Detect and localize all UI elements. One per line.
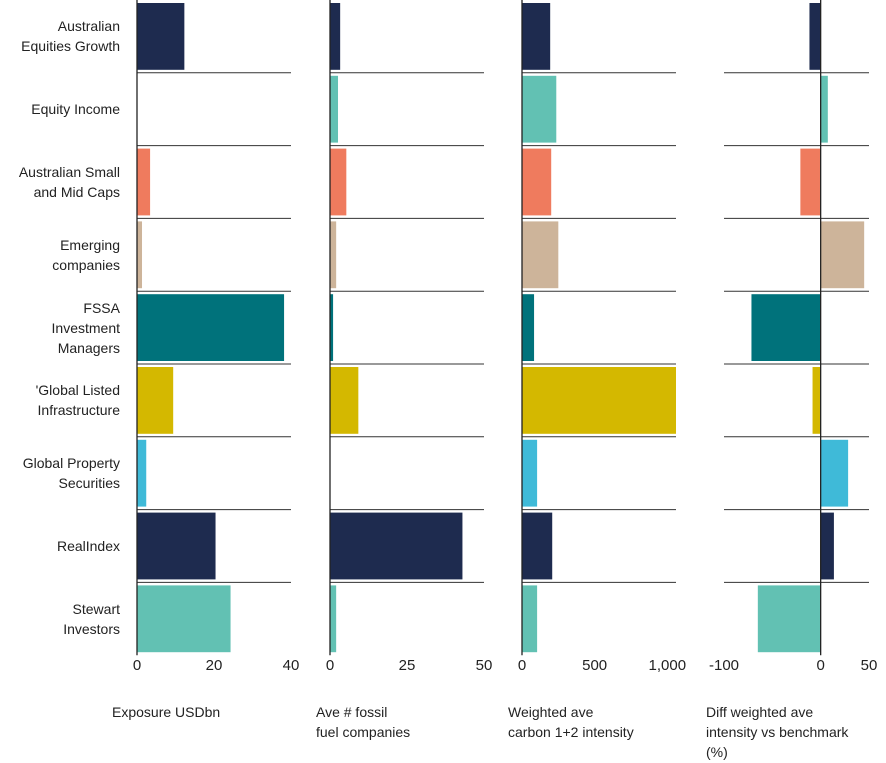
x-tick-label: 20 [205,657,223,674]
bar [820,75,828,143]
x-tick-label: 25 [398,657,416,674]
bar [522,294,535,361]
x-tick-label: 0 [325,657,335,674]
x-tick-label: -100 [708,657,740,674]
bar [330,512,463,580]
bar [812,367,821,434]
category-label: Stewart Investors [63,600,120,637]
x-tick-label: 40 [282,657,300,674]
x-tick-label: 1,000 [648,657,687,674]
bar [137,439,147,507]
bar [137,512,216,580]
bar [820,439,849,507]
axis-title: Diff weighted ave intensity vs benchmark… [706,704,849,760]
bar [809,3,821,70]
bar [330,294,334,361]
x-tick-label: 50 [475,657,493,674]
bar [330,148,347,216]
bar [522,3,551,70]
bar [522,585,538,653]
category-label: Australian Small and Mid Caps [18,164,120,200]
bar [137,294,285,361]
x-tick-label: 50 [860,657,878,674]
category-label: RealIndex [56,538,120,554]
bar [751,294,821,361]
category-label: Emerging companies [52,236,120,273]
x-tick-label: 0 [517,657,527,674]
bar [522,439,538,507]
bar [820,221,865,289]
bar [330,585,337,653]
bar [330,3,341,70]
bar [522,367,676,434]
bar [522,221,559,289]
axis-title: Ave # fossil fuel companies [316,704,411,740]
bar [330,367,359,434]
category-label: Australian Equities Growth [21,18,120,55]
x-tick-label: 0 [132,657,142,674]
bar [137,585,231,653]
bar [522,148,552,216]
axis-title: Weighted ave carbon 1+2 intensity [508,704,634,740]
bar [137,3,185,70]
bar [757,585,821,653]
category-label: Global Property Securities [22,455,120,492]
category-label: Equity Income [31,101,120,118]
bar [522,75,557,143]
x-tick-label: 0 [816,657,825,674]
bar [137,148,151,216]
bar [800,148,821,216]
bar [820,512,834,580]
bar [330,221,337,289]
category-label: FSSA Investment Managers [51,299,120,356]
x-tick-label: 500 [582,657,608,674]
axis-title: Exposure USDbn [112,704,221,720]
bar [522,512,553,580]
bar [137,367,174,434]
category-label: 'Global Listed Infrastructure [35,382,120,419]
bar [330,75,339,143]
bar [137,221,143,289]
